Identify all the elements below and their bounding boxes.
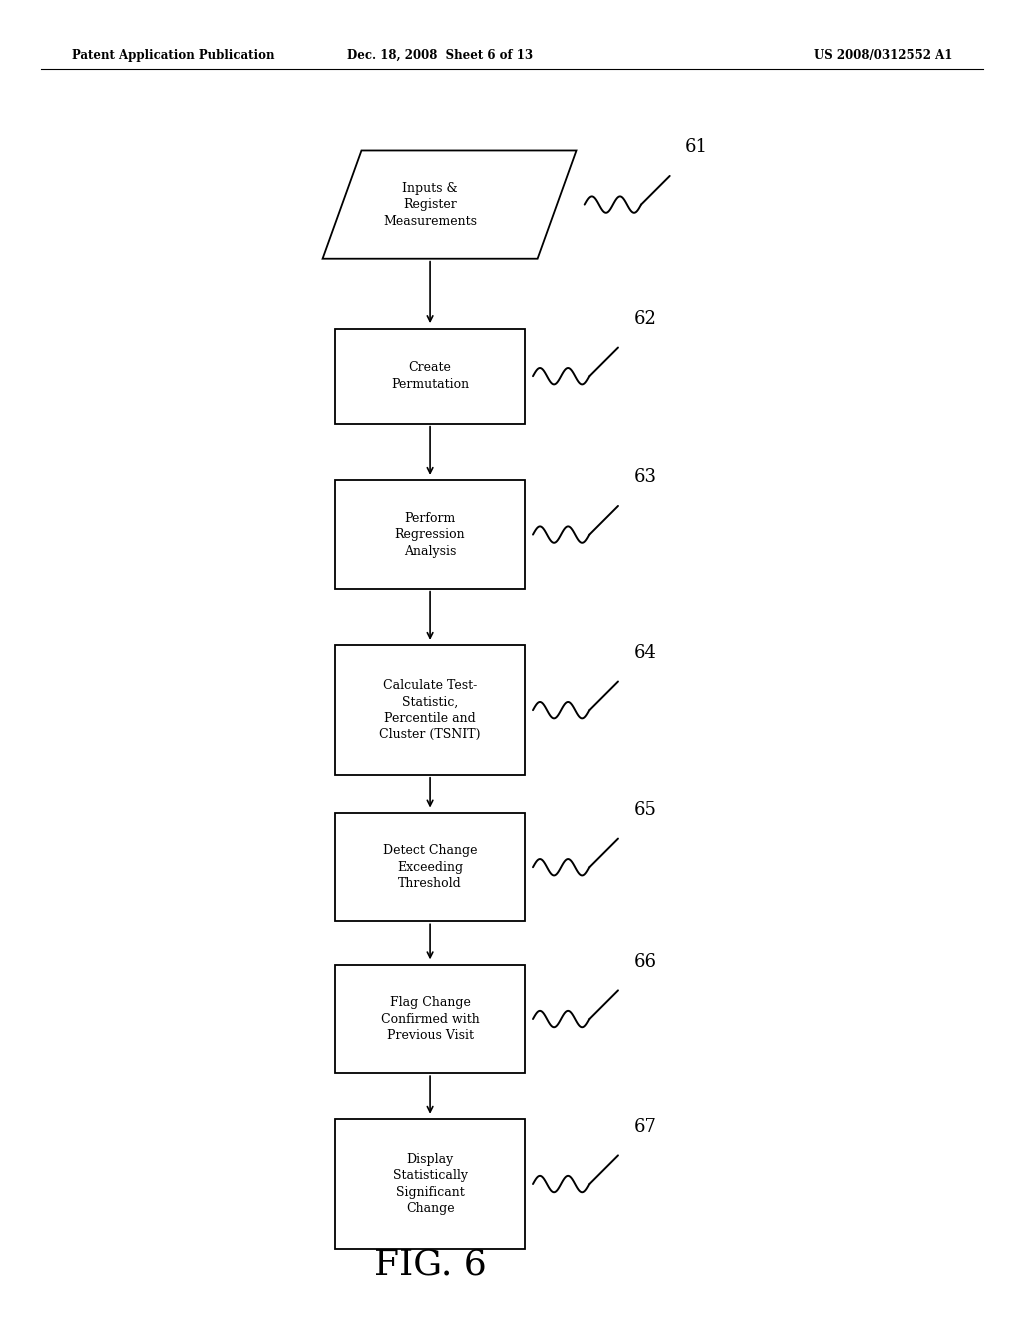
Text: 65: 65 — [633, 801, 656, 818]
Text: US 2008/0312552 A1: US 2008/0312552 A1 — [814, 49, 952, 62]
Text: 67: 67 — [633, 1118, 656, 1135]
Text: FIG. 6: FIG. 6 — [374, 1247, 486, 1282]
Text: 66: 66 — [633, 953, 656, 970]
Text: 61: 61 — [685, 139, 708, 156]
Polygon shape — [323, 150, 577, 259]
Text: Perform
Regression
Analysis: Perform Regression Analysis — [395, 512, 465, 557]
Text: Display
Statistically
Significant
Change: Display Statistically Significant Change — [392, 1152, 468, 1216]
Text: 64: 64 — [633, 644, 656, 661]
Text: 62: 62 — [633, 310, 656, 327]
Text: 63: 63 — [633, 469, 656, 486]
Bar — [336, 1119, 524, 1249]
Text: Patent Application Publication: Patent Application Publication — [72, 49, 274, 62]
Text: Calculate Test-
Statistic,
Percentile and
Cluster (TSNIT): Calculate Test- Statistic, Percentile an… — [379, 678, 481, 742]
Text: Detect Change
Exceeding
Threshold: Detect Change Exceeding Threshold — [383, 845, 477, 890]
Text: Flag Change
Confirmed with
Previous Visit: Flag Change Confirmed with Previous Visi… — [381, 997, 479, 1041]
Bar — [336, 645, 524, 775]
Text: Create
Permutation: Create Permutation — [391, 362, 469, 391]
Text: Inputs &
Register
Measurements: Inputs & Register Measurements — [383, 182, 477, 227]
Bar — [336, 329, 524, 424]
Bar — [336, 813, 524, 921]
Text: Dec. 18, 2008  Sheet 6 of 13: Dec. 18, 2008 Sheet 6 of 13 — [347, 49, 534, 62]
Bar — [336, 965, 524, 1073]
Bar — [336, 480, 524, 589]
